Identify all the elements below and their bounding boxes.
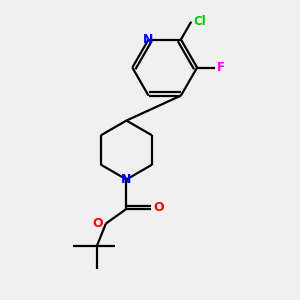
- Text: O: O: [154, 201, 164, 214]
- Text: N: N: [143, 33, 154, 46]
- Text: Cl: Cl: [194, 15, 206, 28]
- Text: O: O: [93, 217, 104, 230]
- Text: F: F: [217, 61, 225, 74]
- Text: N: N: [121, 173, 132, 186]
